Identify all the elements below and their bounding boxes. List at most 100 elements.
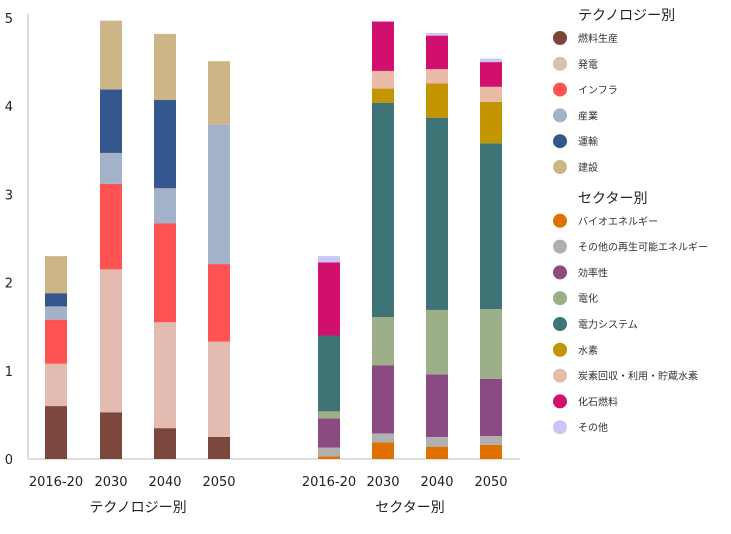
bar-segment <box>372 102 394 317</box>
bar-segment <box>208 264 230 342</box>
bar-segment <box>100 89 122 153</box>
legend-label: バイオエネルギー <box>578 216 658 228</box>
legend-label: 炭素回収・利用・貯蔵水素 <box>578 370 698 383</box>
legend-swatch <box>553 56 567 71</box>
bar-segment <box>154 33 176 101</box>
bar-segment <box>318 335 340 412</box>
legend-label: 電化 <box>578 292 598 305</box>
y-tick-label: 5 <box>5 12 13 27</box>
legend-swatch <box>553 134 567 149</box>
bar-segment <box>154 188 176 224</box>
legend-label: 化石燃料 <box>578 395 618 408</box>
legend-swatch <box>553 420 567 435</box>
bar-segment <box>208 61 230 125</box>
x-tick-label: 2050 <box>202 475 235 490</box>
legend-swatch <box>553 108 567 123</box>
bar-segment <box>480 101 502 144</box>
legend-swatch <box>553 342 567 357</box>
bar-segment <box>208 436 230 459</box>
bar-segment <box>426 309 448 375</box>
y-tick-label: 2 <box>5 277 13 292</box>
bar-segment <box>372 70 394 89</box>
legend-swatch <box>553 239 567 254</box>
bar-segment <box>318 418 340 448</box>
bar-segment <box>372 442 394 459</box>
legend-label: 建設 <box>578 161 598 174</box>
bar-segment <box>45 306 67 320</box>
bar-segment <box>100 412 122 459</box>
bar-segment <box>154 322 176 429</box>
group-label: テクノロジー別 <box>89 500 186 516</box>
bar-segment <box>100 269 122 413</box>
bar-segment <box>480 58 502 63</box>
legend-label: 運輸 <box>578 135 598 148</box>
bar-segment <box>208 341 230 437</box>
bar-segment <box>480 62 502 87</box>
bar-segment <box>372 365 394 434</box>
x-tick-label: 2050 <box>474 475 507 490</box>
bar-segment <box>45 406 67 459</box>
legend-swatch <box>553 213 567 228</box>
bar-segment <box>154 223 176 323</box>
bar-segment <box>318 256 340 263</box>
legend-label: 電力システム <box>578 318 638 331</box>
bar-segment <box>372 21 394 71</box>
bar-segment <box>100 152 122 184</box>
bar-segment <box>372 433 394 443</box>
legend-label: 発電 <box>578 58 598 71</box>
bar-segment <box>480 378 502 437</box>
x-tick-label: 2030 <box>94 475 127 490</box>
legend-label: 効率性 <box>578 266 608 279</box>
legend-swatch <box>553 265 567 280</box>
legend-swatch <box>553 160 567 174</box>
bar-segment <box>100 20 122 90</box>
bar-segment <box>426 436 448 447</box>
bar-segment <box>480 444 502 459</box>
legend-swatch <box>553 394 567 409</box>
bar-segment <box>318 262 340 336</box>
x-tick-label: 2016-20 <box>29 475 83 490</box>
bar-segment <box>426 32 448 36</box>
y-tick-label: 0 <box>5 453 13 468</box>
bar-segment <box>426 69 448 84</box>
bars <box>45 20 502 459</box>
x-tick-label: 2040 <box>420 475 453 490</box>
legend-label: その他の再生可能エネルギー <box>578 241 708 254</box>
bar-segment <box>318 447 340 457</box>
legend-swatch <box>553 317 567 331</box>
bar-segment <box>154 100 176 189</box>
legend-swatch <box>553 31 567 45</box>
legend-label: 水素 <box>578 344 598 357</box>
legend-title: テクノロジー別 <box>578 8 675 24</box>
x-tick-label: 2016-20 <box>302 475 356 490</box>
bar-segment <box>318 411 340 419</box>
legend: テクノロジー別燃料生産発電インフラ産業運輸建設セクター別バイオエネルギーその他の… <box>553 8 708 435</box>
bar-segment <box>318 456 340 459</box>
y-tick-label: 4 <box>5 100 13 115</box>
bar-segment <box>372 88 394 103</box>
bar-segment <box>45 319 67 364</box>
x-tick-label: 2040 <box>148 475 181 490</box>
legend-label: インフラ <box>578 85 618 97</box>
group-label: セクター別 <box>375 500 444 516</box>
bar-segment <box>426 35 448 70</box>
legend-swatch <box>553 368 567 383</box>
legend-label: その他 <box>578 421 608 434</box>
bar-segment <box>426 117 448 310</box>
bar-segment <box>426 446 448 459</box>
bar-segment <box>45 293 67 307</box>
bar-segment <box>45 256 67 294</box>
bar-segment <box>100 183 122 270</box>
y-tick-label: 1 <box>5 365 13 380</box>
x-tick-label: 2030 <box>366 475 399 490</box>
legend-swatch <box>553 291 567 306</box>
bar-segment <box>45 363 67 407</box>
bar-segment <box>154 428 176 459</box>
bar-segment <box>426 374 448 437</box>
group-labels: テクノロジー別 セクター別 <box>89 500 444 516</box>
bar-segment <box>480 436 502 445</box>
legend-label: 燃料生産 <box>578 32 618 45</box>
legend-swatch <box>553 82 567 97</box>
x-tick-labels: 2016-20 2030 2040 2050 2016-20 2030 2040 2050 <box>29 475 508 490</box>
